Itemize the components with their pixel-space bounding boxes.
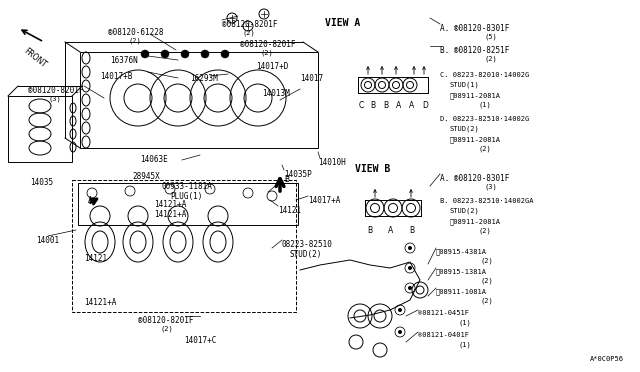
Text: (2): (2) [480,298,493,305]
Text: A: A [396,101,402,110]
Text: (2): (2) [480,278,493,285]
Text: 00933-1181A: 00933-1181A [162,182,213,191]
Text: B: B [371,101,376,110]
Text: D: D [422,101,428,110]
Text: (2): (2) [484,56,497,62]
Text: A. ®08120-8301F: A. ®08120-8301F [440,24,509,33]
Text: 14121: 14121 [278,206,301,215]
Text: 14063E: 14063E [140,155,168,164]
Text: 14017+D: 14017+D [256,62,289,71]
Text: ⓜ08915-1381A: ⓜ08915-1381A [436,268,487,275]
Text: 14013M: 14013M [262,89,290,98]
Text: STUD(2): STUD(2) [290,250,323,259]
Text: VIEW B: VIEW B [355,164,390,174]
Text: 14035: 14035 [30,178,53,187]
Text: A: A [88,196,93,205]
Text: ®08120-61228: ®08120-61228 [108,28,163,37]
Text: (1): (1) [478,102,491,109]
Text: (2): (2) [478,228,491,234]
Text: A*0C0P56: A*0C0P56 [590,356,624,362]
Text: ®08121-0401F: ®08121-0401F [418,332,469,338]
Text: B: B [284,175,289,184]
Text: (2): (2) [160,326,173,333]
Text: VIEW A: VIEW A [325,18,360,28]
Text: C: C [358,101,364,110]
Bar [72,180,296,312]
Text: A. ®08120-8301F: A. ®08120-8301F [440,174,509,183]
Text: (2): (2) [242,30,255,36]
Text: 14017+A: 14017+A [308,196,340,205]
Text: A: A [388,226,394,235]
Text: 14017+C: 14017+C [184,336,216,345]
Circle shape [408,246,412,250]
Text: 16376N: 16376N [110,56,138,65]
Text: STUD(1): STUD(1) [450,82,480,89]
Circle shape [181,50,189,58]
Text: 28945X: 28945X [132,172,160,181]
Text: 14017: 14017 [300,74,323,83]
Text: 16293M: 16293M [190,74,218,83]
Text: ⓜ08911-1081A: ⓜ08911-1081A [436,288,487,295]
Text: ®08120-8201F: ®08120-8201F [240,40,296,49]
Text: ⓝ08911-2081A: ⓝ08911-2081A [450,92,501,99]
Text: STUD(2): STUD(2) [450,208,480,215]
Text: 08223-82510: 08223-82510 [282,240,333,249]
Text: STUD(2): STUD(2) [450,126,480,132]
Text: C. 08223-82010·14002G: C. 08223-82010·14002G [440,72,529,78]
Text: ®08120-8201F: ®08120-8201F [138,316,193,325]
Text: B. ®08120-8251F: B. ®08120-8251F [440,46,509,55]
Circle shape [161,50,169,58]
Text: ®08120-8201F: ®08120-8201F [28,86,83,95]
Text: (3): (3) [484,184,497,190]
Text: 14121+A: 14121+A [154,200,186,209]
Text: ®08120-8201F: ®08120-8201F [222,20,278,29]
Text: (3): (3) [48,96,61,103]
Text: (1): (1) [458,342,471,349]
Text: 14121: 14121 [84,254,107,263]
Text: B. 08223-82510·14002GA: B. 08223-82510·14002GA [440,198,534,204]
Circle shape [398,330,402,334]
Text: 14017+B: 14017+B [100,72,132,81]
Text: D. 08223-82510·14002G: D. 08223-82510·14002G [440,116,529,122]
Text: 14001: 14001 [36,236,59,245]
Circle shape [398,308,402,312]
Text: 14121+A: 14121+A [154,210,186,219]
Text: 14010H: 14010H [318,158,346,167]
Text: ⓜ08915-4381A: ⓜ08915-4381A [436,248,487,254]
Text: PLUG(1): PLUG(1) [170,192,202,201]
Text: (2): (2) [478,146,491,153]
Circle shape [408,286,412,290]
Text: FRONT: FRONT [22,46,48,69]
Circle shape [201,50,209,58]
Text: (1): (1) [458,320,471,327]
Text: (2): (2) [260,50,273,57]
Text: ⓝ08911-2081A: ⓝ08911-2081A [450,218,501,225]
Bar [78,183,298,225]
Text: (5): (5) [484,34,497,41]
Text: A: A [410,101,415,110]
Text: B: B [410,226,415,235]
Text: 14121+A: 14121+A [84,298,116,307]
Text: ®08121-0451F: ®08121-0451F [418,310,469,316]
Text: (2): (2) [128,38,141,45]
Text: ⓝ08911-2081A: ⓝ08911-2081A [450,136,501,142]
Text: B: B [383,101,388,110]
Circle shape [408,266,412,270]
Circle shape [221,50,229,58]
Text: B: B [367,226,372,235]
Circle shape [141,50,149,58]
Text: (2): (2) [480,258,493,264]
Text: 14035P: 14035P [284,170,312,179]
